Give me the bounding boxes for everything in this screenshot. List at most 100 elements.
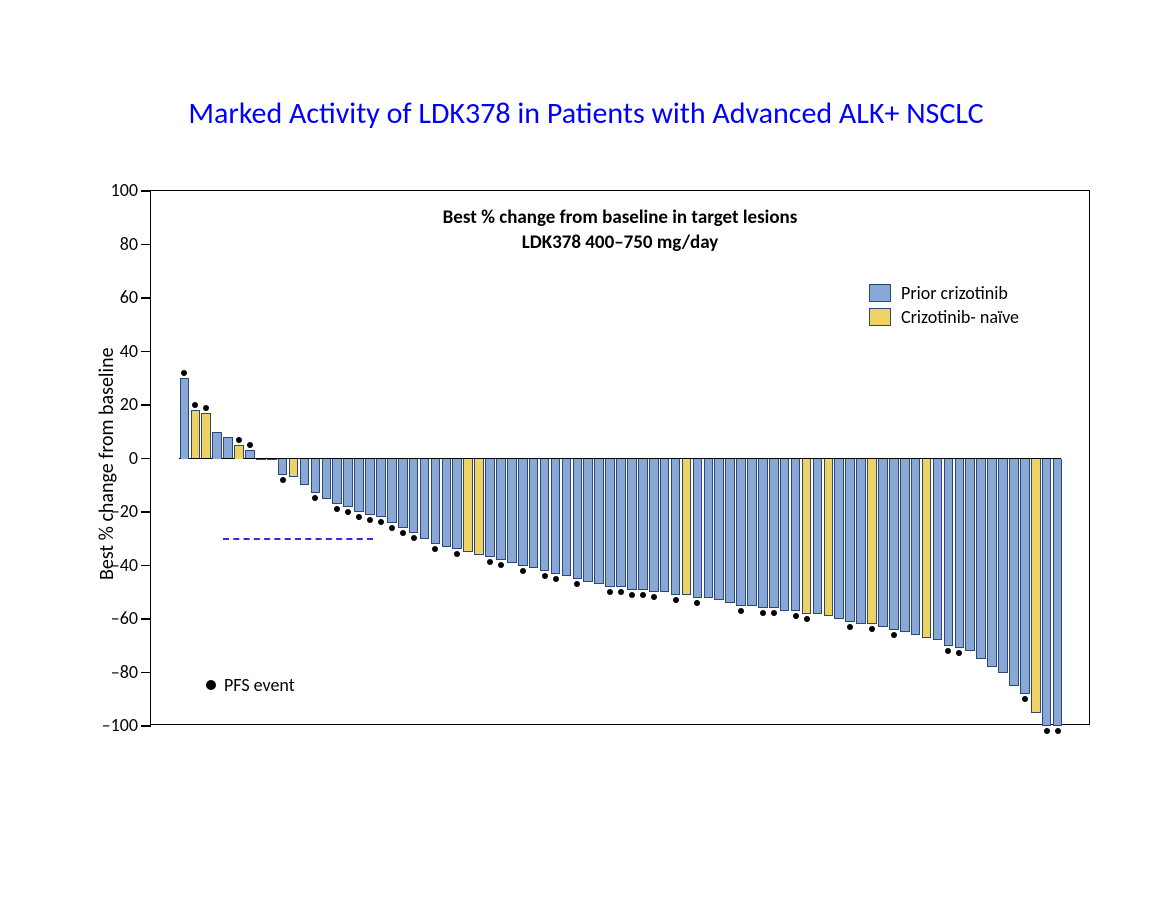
ytick-mark	[141, 190, 151, 192]
ytick-mark	[141, 618, 151, 620]
bar	[824, 459, 834, 617]
bar	[507, 459, 517, 563]
bar	[594, 459, 604, 585]
bar	[463, 459, 473, 553]
bar	[442, 459, 452, 547]
pfs-event-marker	[236, 437, 242, 443]
pfs-event-marker	[454, 551, 460, 557]
chart-subtitle: Best % change from baseline in target le…	[151, 206, 1089, 255]
pfs-event-marker	[793, 613, 799, 619]
ytick-label: 40	[120, 340, 138, 362]
legend: Prior crizotinib Crizotinib- naïve	[869, 281, 1019, 329]
legend-prior-label: Prior crizotinib	[901, 282, 1008, 304]
bar	[529, 459, 539, 569]
bar	[780, 459, 790, 611]
bar	[191, 410, 201, 458]
bar	[802, 459, 812, 614]
pfs-event-marker	[869, 626, 875, 632]
bar	[649, 459, 659, 593]
bar	[354, 459, 364, 513]
pfs-event-marker	[945, 648, 951, 654]
ytick-label: –60	[111, 607, 138, 629]
bar	[540, 459, 550, 571]
bar	[1053, 459, 1063, 727]
legend-prior: Prior crizotinib	[869, 281, 1019, 305]
bar	[856, 459, 866, 625]
reference-line	[223, 538, 373, 540]
plot-area	[179, 191, 1061, 724]
pfs-event-marker	[553, 576, 559, 582]
pfs-event-marker	[673, 597, 679, 603]
bar	[332, 459, 342, 504]
ytick-mark	[141, 511, 151, 513]
chart-subtitle-line2: LDK378 400–750 mg/day	[522, 231, 719, 254]
bar	[725, 459, 735, 603]
pfs-event-marker	[1022, 696, 1028, 702]
legend-naive: Crizotinib- naïve	[869, 305, 1019, 329]
bar	[714, 459, 724, 601]
pfs-event-marker	[356, 514, 362, 520]
bar	[976, 459, 986, 660]
bar	[518, 459, 528, 566]
ytick-mark	[141, 404, 151, 406]
pfs-event-marker	[1055, 728, 1061, 734]
bar	[398, 459, 408, 529]
bar	[998, 459, 1008, 673]
ytick-label: 0	[129, 447, 138, 469]
pfs-event-marker	[520, 568, 526, 574]
pfs-event-marker	[312, 495, 318, 501]
bar	[736, 459, 746, 606]
bar	[212, 432, 222, 459]
bar	[474, 459, 484, 555]
bar	[322, 459, 332, 499]
ytick-mark	[141, 244, 151, 246]
bar	[365, 459, 375, 515]
bar	[180, 378, 190, 458]
yaxis-title: Best % change from baseline	[95, 347, 119, 580]
bar	[1042, 459, 1052, 727]
ytick-mark	[141, 351, 151, 353]
bar	[987, 459, 997, 668]
bar	[245, 450, 255, 458]
bar	[900, 459, 910, 633]
bar	[955, 459, 965, 649]
bar	[769, 459, 779, 609]
bar	[834, 459, 844, 620]
bar	[452, 459, 462, 550]
pfs-event-marker	[334, 506, 340, 512]
bar	[660, 459, 670, 593]
pfs-event-marker	[389, 525, 395, 531]
bar	[616, 459, 626, 587]
pfs-event-marker	[629, 592, 635, 598]
pfs-event-marker	[574, 581, 580, 587]
bar	[682, 459, 692, 595]
pfs-event-marker	[181, 370, 187, 376]
bar	[704, 459, 714, 598]
pfs-legend-label: PFS event	[224, 674, 295, 696]
ytick-label: –80	[111, 661, 138, 683]
bar	[791, 459, 801, 611]
legend-swatch-prior	[869, 284, 891, 302]
bar	[278, 459, 288, 475]
bar	[1009, 459, 1019, 686]
bar	[376, 459, 386, 518]
bar	[1020, 459, 1030, 694]
bar	[693, 459, 703, 598]
page-title: Marked Activity of LDK378 in Patients wi…	[136, 0, 1036, 133]
pfs-event-marker	[607, 589, 613, 595]
bar	[627, 459, 637, 590]
legend-swatch-naive	[869, 308, 891, 326]
bar	[965, 459, 975, 652]
pfs-event-marker	[651, 594, 657, 600]
pfs-event-marker	[542, 573, 548, 579]
bar	[431, 459, 441, 545]
bar	[573, 459, 583, 579]
ytick-label: –40	[111, 554, 138, 576]
bar	[234, 445, 244, 458]
chart-subtitle-line1: Best % change from baseline in target le…	[443, 206, 798, 229]
pfs-legend: PFS event	[206, 674, 295, 696]
pfs-event-marker	[618, 589, 624, 595]
bar	[922, 459, 932, 638]
pfs-dot-icon	[206, 680, 216, 690]
bar	[889, 459, 899, 630]
